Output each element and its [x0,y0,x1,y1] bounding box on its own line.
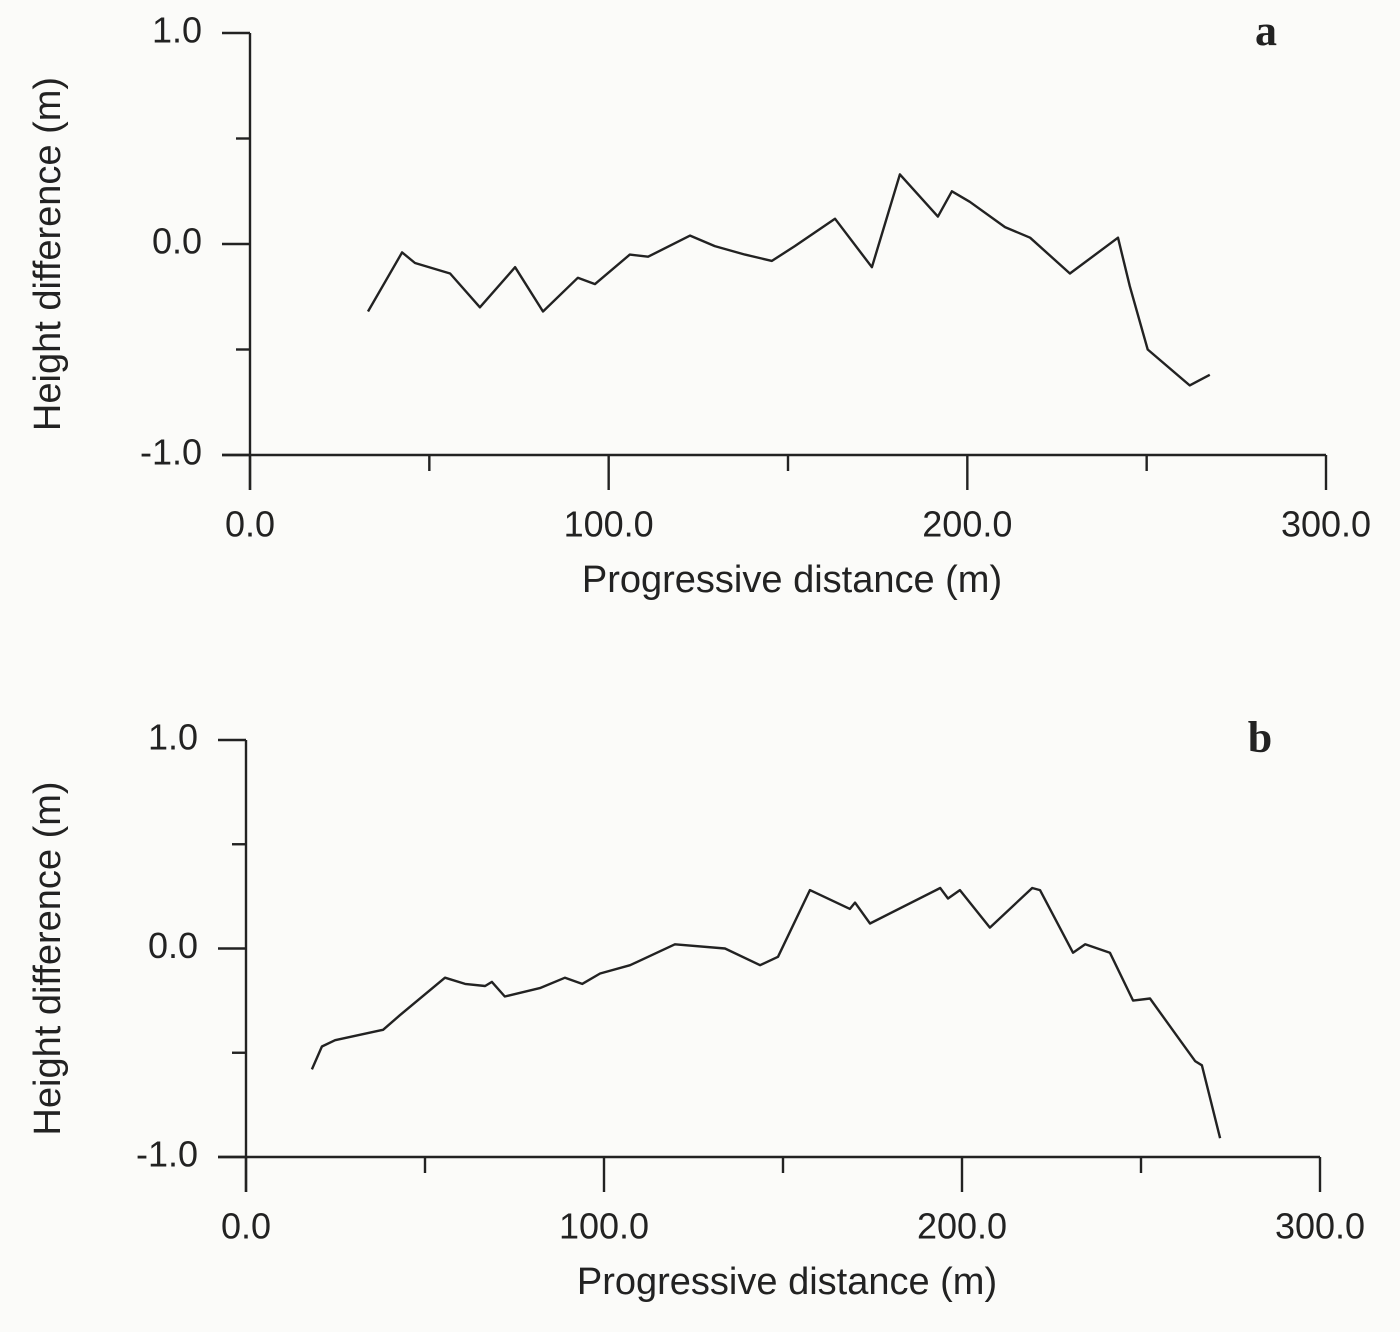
x-tick-label: 100.0 [559,1206,649,1247]
x-tick-label: 0.0 [221,1206,271,1247]
x-axis-title: Progressive distance (m) [577,1261,997,1303]
y-tick-label: 0.0 [148,925,198,966]
y-tick-label: 0.0 [152,221,202,262]
x-tick-label: 200.0 [917,1206,1007,1247]
x-tick-label: 100.0 [564,504,654,545]
y-tick-label: 1.0 [152,10,202,51]
x-tick-label: 200.0 [922,504,1012,545]
y-axis-title: Height difference (m) [27,781,69,1135]
panel-label: b [1248,713,1272,762]
panel-label: a [1255,6,1277,55]
y-tick-label: 1.0 [148,717,198,758]
y-tick-label: -1.0 [140,432,202,473]
data-line [366,173,1211,387]
x-tick-label: 0.0 [225,504,275,545]
x-tick-label: 300.0 [1275,1206,1365,1247]
x-axis-title: Progressive distance (m) [582,559,1002,601]
data-line [310,886,1222,1139]
x-tick-label: 300.0 [1281,504,1371,545]
y-tick-label: -1.0 [136,1134,198,1175]
y-axis-title: Height difference (m) [27,77,69,431]
